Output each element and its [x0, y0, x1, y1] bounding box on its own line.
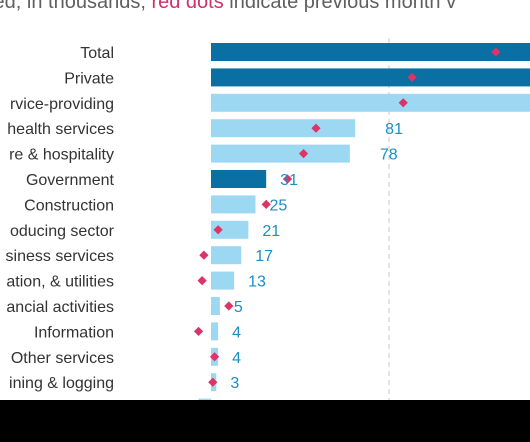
bar [211, 170, 267, 188]
value-label: 21 [262, 223, 280, 240]
previous-month-dot [209, 352, 220, 362]
previous-month-dot [311, 123, 321, 133]
category-label: Total [80, 45, 114, 62]
bar [211, 195, 256, 214]
category-label: re & hospitality [9, 147, 114, 164]
value-label: 13 [248, 274, 266, 291]
value-label: 3 [230, 375, 239, 392]
bar [211, 93, 530, 112]
bar [211, 43, 530, 61]
bar [211, 68, 530, 87]
bar [211, 220, 249, 239]
category-label: rvice-providing [10, 96, 114, 113]
subtitle-red-dots: red dots [151, 0, 224, 13]
previous-month-dot [224, 301, 234, 311]
category-label: Government [26, 172, 115, 189]
previous-month-dot [407, 72, 417, 82]
bar [211, 119, 356, 138]
category-label: ining & logging [9, 375, 114, 392]
dots-layer [193, 47, 501, 387]
value-label: 4 [232, 324, 241, 341]
subtitle-text-end: indicate previous month v [223, 0, 457, 13]
value-label: 5 [234, 299, 243, 316]
labels-layer: Total Private rvice-providing health servic… [6, 45, 404, 418]
bar [211, 144, 350, 163]
value-label: 31 [280, 172, 298, 189]
category-label: oducing sector [10, 223, 115, 240]
category-label: ation, & utilities [6, 274, 114, 291]
category-label: health services [7, 121, 114, 138]
previous-month-dot [199, 250, 209, 260]
value-label: 78 [380, 147, 398, 164]
bars-layer [198, 43, 530, 417]
category-label: Information [34, 324, 114, 341]
value-label: 4 [232, 350, 241, 367]
previous-month-dot [298, 149, 309, 159]
previous-month-dot [213, 225, 223, 235]
previous-month-dot [398, 98, 408, 108]
value-label: 81 [385, 121, 403, 138]
bar [211, 297, 220, 315]
chart-subtitle: ted, in thousands; red dots indicate pre… [0, 0, 456, 14]
value-label: 25 [270, 197, 288, 214]
previous-month-dot [261, 199, 271, 209]
category-label: ancial activities [6, 299, 114, 316]
category-label: Other services [11, 350, 114, 367]
previous-month-dot [282, 174, 293, 184]
bar [211, 322, 219, 341]
category-label: Private [64, 70, 114, 87]
previous-month-dot [197, 276, 207, 286]
previous-month-dot [193, 326, 204, 336]
category-label: Construction [24, 197, 114, 214]
black-bottom-band [0, 400, 530, 442]
bar [211, 246, 242, 265]
category-label: siness services [6, 248, 114, 265]
subtitle-text: ted, in thousands; [0, 0, 152, 13]
previous-month-dot [491, 47, 501, 57]
bar [211, 271, 235, 290]
value-label: 17 [255, 248, 273, 265]
previous-month-dot [208, 377, 218, 387]
